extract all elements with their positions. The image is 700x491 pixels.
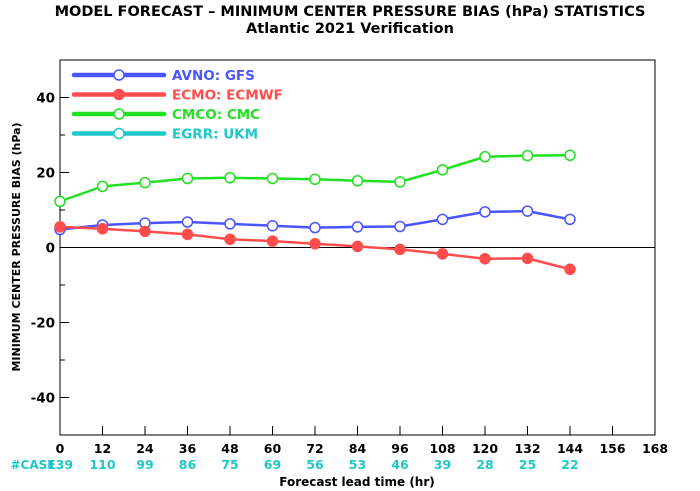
data-point [351,221,364,233]
case-count: 69 [264,457,281,472]
y-tick-label: 40 [36,91,55,107]
case-count: 53 [349,457,366,472]
x-tick-label: 168 [642,441,668,456]
x-tick-label: 24 [136,441,154,456]
legend-marker [113,88,125,101]
data-point [351,240,364,253]
data-point [54,221,66,233]
legend-item: CMCO: CMC [71,107,260,123]
legend-marker [113,108,125,120]
x-tick-label: 120 [472,441,498,456]
case-count: 75 [221,457,238,472]
case-counts: 139 110 99 86 75 69 56 53 46 39 28 25 22 [47,457,579,472]
series-line [54,221,576,275]
legend-marker [113,69,125,81]
x-tick-label: 48 [221,441,238,456]
data-point [436,213,449,226]
legend-item: AVNO: GFS [71,68,255,84]
data-point [564,263,576,275]
legend: AVNO: GFS ECMO: ECMWF CMCO: CMC EGRR: UKM [71,68,283,143]
data-point [479,206,491,218]
x-tick-label: 0 [56,441,65,456]
legend-item: ECMO: ECMWF [71,88,283,104]
data-point [521,205,534,217]
case-count: 22 [561,457,578,472]
case-count: 25 [519,457,536,472]
axis-ticks: 0 12 24 36 48 60 72 84 96 108 120 132 144 156 168 -40 -2… [31,59,668,456]
data-point [564,149,576,161]
legend-item: EGRR: UKM [71,127,258,143]
data-point [266,220,279,232]
x-tick-label: 36 [179,441,197,456]
y-tick-label: 0 [46,241,55,257]
data-point [521,252,534,265]
case-count: 99 [136,457,153,472]
data-point [394,176,406,188]
x-tick-label: 84 [349,441,367,456]
data-point [309,221,321,234]
series-line [54,205,576,236]
data-point [309,238,321,250]
data-point [521,149,534,162]
data-point [266,172,279,185]
x-tick-label: 108 [429,441,455,456]
x-tick-label: 132 [514,441,540,456]
case-count: 56 [306,457,324,472]
x-tick-label: 156 [599,441,625,456]
series-line [54,149,576,208]
x-tick-label: 72 [306,441,323,456]
data-point [224,172,236,184]
legend-label: EGRR: UKM [172,127,258,143]
y-axis-label: MINIMUM CENTER PRESSURE BIAS (hPa) [10,122,23,371]
data-point [139,176,151,189]
legend-label: AVNO: GFS [172,68,255,84]
data-point [436,248,449,260]
data-point [479,151,491,163]
y-tick-label: 20 [36,166,55,182]
data-point [309,173,321,185]
chart-title: MODEL FORECAST – MINIMUM CENTER PRESSURE… [55,4,646,20]
data-point [54,195,66,208]
case-count: 110 [89,457,115,472]
data-point [394,220,406,233]
x-tick-label: 144 [557,441,583,456]
data-point [96,223,109,235]
y-tick-label: -20 [31,316,55,332]
chart-subtitle: Atlantic 2021 Verification [246,21,454,37]
case-label: #CASE [11,458,56,472]
series-lines [54,149,576,275]
legend-label: ECMO: ECMWF [172,88,283,104]
data-point [351,175,364,187]
data-point [181,216,194,228]
data-point [394,243,406,256]
data-point [181,228,194,241]
data-point [96,180,109,193]
x-tick-label: 96 [391,441,409,456]
case-count: 39 [434,457,451,472]
case-count: 46 [391,457,409,472]
data-point [436,164,449,176]
data-point [224,218,236,230]
x-tick-label: 12 [94,441,111,456]
x-axis-label: Forecast lead time (hr) [279,475,435,489]
data-point [479,253,491,265]
case-count: 28 [476,457,493,472]
data-point [181,172,194,185]
data-point [266,235,279,247]
legend-label: CMCO: CMC [172,107,260,123]
data-point [224,233,236,245]
data-point [139,225,151,238]
x-tick-label: 60 [264,441,282,456]
data-point [564,213,576,226]
y-tick-label: -40 [31,391,55,407]
legend-marker [113,127,125,140]
case-count: 139 [47,457,73,472]
case-count: 86 [179,457,197,472]
